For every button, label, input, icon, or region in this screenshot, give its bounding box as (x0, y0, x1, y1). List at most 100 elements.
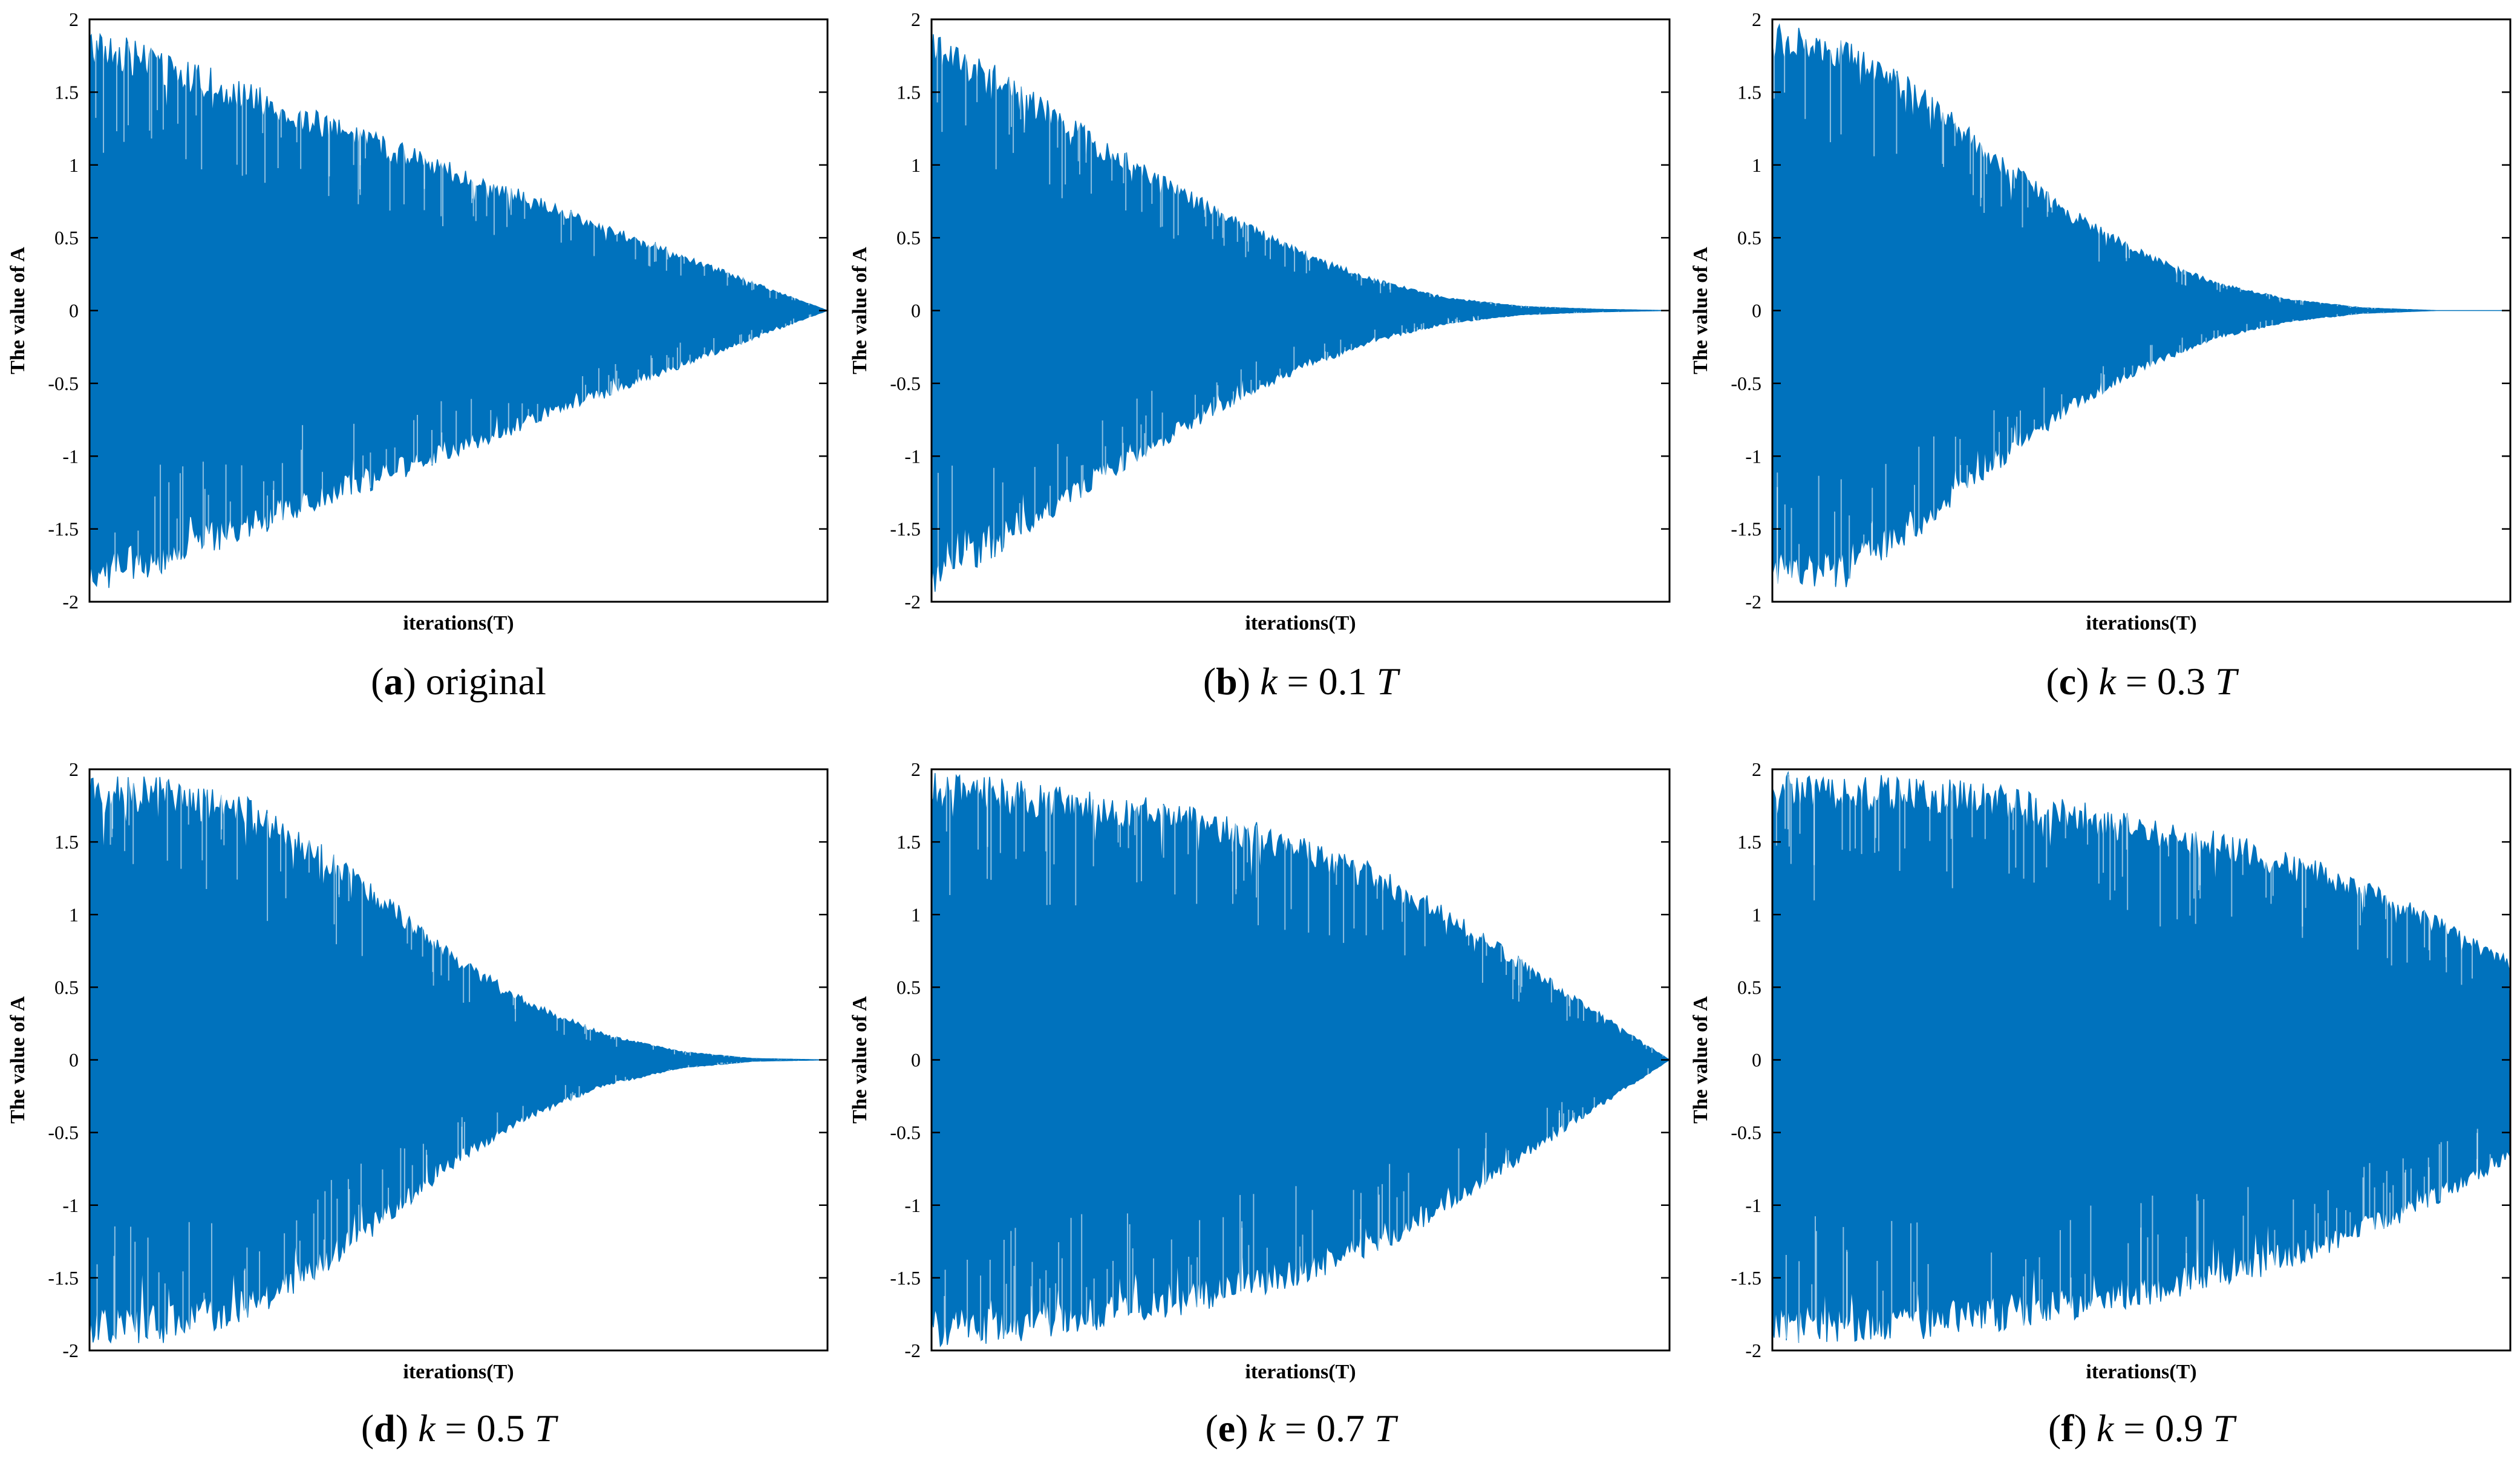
caption-var-k: k (418, 1407, 436, 1450)
y-tick-label: 0.5 (1737, 227, 1761, 249)
y-tick-label: -1.5 (1731, 518, 1761, 540)
y-tick-label: 1.5 (54, 831, 79, 853)
y-tick-label: 2 (69, 8, 79, 30)
caption-var-k: k (2098, 660, 2117, 703)
caption-text: = 0.9 (2114, 1407, 2213, 1450)
chart-panel-e: 2 1.5 1 0.5 0 -0.5 -1 -1.5 -2 The value of A itera… (849, 758, 1671, 1450)
y-tick-label: 2 (1752, 8, 1761, 30)
caption-var-t: T (2213, 1407, 2237, 1450)
y-tick-label: 1.5 (1737, 831, 1761, 853)
y-tick-label: 1 (1752, 904, 1761, 925)
y-tick-label: 1.5 (896, 831, 921, 853)
y-axis-label: The value of A (849, 247, 871, 374)
y-tick-label: -1.5 (48, 518, 79, 540)
y-tick-label: 1.5 (1737, 81, 1761, 103)
panel-caption: (c) k = 0.3 T (2046, 660, 2239, 703)
caption-paren: ) (2074, 1407, 2097, 1450)
x-axis-label: iterations(T) (2086, 612, 2196, 634)
y-tick-label: 1 (911, 154, 921, 176)
caption-letter: c (2059, 660, 2076, 703)
panel-caption: (a) original (371, 660, 546, 703)
caption-letter: d (374, 1407, 396, 1450)
y-tick-label: 0.5 (896, 227, 921, 249)
y-tick-label: -1.5 (1731, 1267, 1761, 1289)
y-tick-label: -1.5 (890, 1267, 921, 1289)
caption-paren: ( (1205, 1407, 1218, 1450)
caption-paren: ) (396, 1407, 418, 1450)
caption-text: = 0.5 (435, 1407, 534, 1450)
y-tick-label: -0.5 (1731, 1122, 1761, 1144)
y-tick-label: -1 (1745, 445, 1761, 467)
y-tick-label: 1 (911, 904, 921, 925)
y-axis-label: The value of A (7, 247, 29, 374)
caption-var-t: T (2215, 660, 2239, 703)
chart-panel-b: 2 1.5 1 0.5 0 -0.5 -1 -1.5 -2 The value of A itera… (849, 8, 1671, 703)
y-tick-label: 0 (1752, 300, 1761, 322)
caption-letter: a (384, 660, 403, 703)
y-axis-label: The value of A (1689, 247, 1712, 374)
y-tick-label: 0 (911, 1049, 921, 1071)
y-tick-label: -1 (62, 445, 79, 467)
x-axis-label: iterations(T) (403, 612, 514, 634)
y-tick-label: 2 (69, 758, 79, 780)
caption-text: = 0.1 (1277, 660, 1376, 703)
caption-paren: ) (2076, 660, 2098, 703)
y-tick-label: -0.5 (890, 1122, 921, 1144)
y-tick-label: 1.5 (54, 81, 79, 103)
caption-var-t: T (535, 1407, 559, 1450)
y-tick-label: -1.5 (890, 518, 921, 540)
y-tick-label: 0.5 (896, 976, 921, 998)
x-axis-label: iterations(T) (1245, 612, 1356, 634)
caption-paren: ( (1203, 660, 1216, 703)
y-tick-label: 2 (911, 8, 921, 30)
y-tick-label: -1 (1745, 1194, 1761, 1216)
caption-paren: ) (1235, 1407, 1258, 1450)
panel-caption: (b) k = 0.1 T (1203, 660, 1401, 703)
y-tick-label: -0.5 (48, 1122, 79, 1144)
chart-panel-a: 2 1.5 1 0.5 0 -0.5 -1 -1.5 -2 The value of A itera… (7, 8, 829, 703)
caption-text: original (426, 660, 546, 703)
panel-caption: (d) k = 0.5 T (361, 1407, 559, 1450)
caption-text: = 0.7 (1275, 1407, 1374, 1450)
y-tick-label: -2 (62, 591, 79, 613)
y-tick-label: -0.5 (1731, 373, 1761, 394)
caption-var-k: k (1260, 660, 1278, 703)
y-tick-label: -2 (1745, 1340, 1761, 1361)
y-tick-label: -2 (904, 1340, 921, 1361)
panel-caption: (e) k = 0.7 T (1205, 1407, 1399, 1450)
y-tick-label: 2 (1752, 758, 1761, 780)
caption-paren: ( (2048, 1407, 2061, 1450)
y-axis-label: The value of A (1689, 996, 1712, 1124)
caption-var-t: T (1374, 1407, 1399, 1450)
y-tick-label: -2 (1745, 591, 1761, 613)
y-tick-label: -0.5 (48, 373, 79, 394)
y-tick-label: -0.5 (890, 373, 921, 394)
panel-caption: (f) k = 0.9 T (2048, 1407, 2237, 1450)
y-tick-label: 2 (911, 758, 921, 780)
x-axis-label: iterations(T) (403, 1361, 514, 1383)
caption-var-k: k (2097, 1407, 2115, 1450)
y-tick-label: -1 (904, 445, 921, 467)
y-tick-label: 0 (69, 300, 79, 322)
x-axis-label: iterations(T) (1245, 1361, 1356, 1383)
y-tick-label: 0 (69, 1049, 79, 1071)
y-tick-label: 0.5 (54, 227, 79, 249)
y-tick-label: -2 (62, 1340, 79, 1361)
y-tick-label: 0 (911, 300, 921, 322)
caption-letter: e (1218, 1407, 1235, 1450)
y-tick-label: 0 (1752, 1049, 1761, 1071)
y-axis-label: The value of A (7, 996, 29, 1124)
y-tick-label: 1 (69, 154, 79, 176)
y-tick-label: -2 (904, 591, 921, 613)
caption-var-k: k (1258, 1407, 1276, 1450)
y-tick-label: -1 (62, 1194, 79, 1216)
y-axis-label: The value of A (849, 996, 871, 1124)
caption-letter: f (2061, 1407, 2074, 1450)
caption-paren: ( (2046, 660, 2058, 703)
y-tick-label: 1.5 (896, 81, 921, 103)
x-axis-label: iterations(T) (2086, 1361, 2196, 1383)
caption-text: = 0.3 (2116, 660, 2215, 703)
caption-letter: b (1216, 660, 1238, 703)
caption-paren: ( (361, 1407, 374, 1450)
